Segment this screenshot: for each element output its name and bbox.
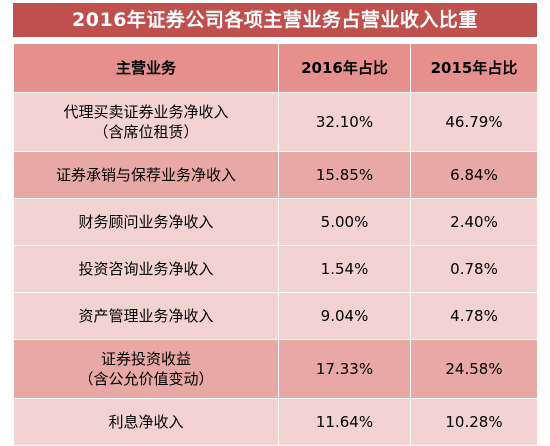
value-2016-cell: 5.00% [278,198,411,246]
business-cell: 财务顾问业务净收入 [13,198,279,246]
header-2015: 2015年占比 [410,43,538,93]
header-row: 主营业务 2016年占比 2015年占比 [13,43,538,93]
table-row: 资产管理业务净收入 9.04% 4.78% [13,292,538,340]
value-2016-cell: 11.64% [278,398,411,446]
value-2016-cell: 17.33% [278,339,411,399]
table-row: 投资咨询业务净收入 1.54% 0.78% [13,245,538,293]
header-2016: 2016年占比 [278,43,411,93]
value-2015-cell: 2.40% [410,198,538,246]
value-2015-cell: 6.84% [410,151,538,199]
table-row: 代理买卖证券业务净收入 （含席位租赁） 32.10% 46.79% [13,92,538,152]
business-cell: 证券承销与保荐业务净收入 [13,151,279,199]
header-business: 主营业务 [13,43,279,93]
table-row: 证券投资收益 （含公允价值变动） 17.33% 24.58% [13,339,538,399]
table-row: 财务顾问业务净收入 5.00% 2.40% [13,198,538,246]
table-row: 证券承销与保荐业务净收入 15.85% 6.84% [13,151,538,199]
business-name-line: 证券投资收益 [100,350,191,368]
business-cell: 资产管理业务净收入 [13,292,279,340]
business-name-line: 投资咨询业务净收入 [78,260,214,278]
business-cell: 代理买卖证券业务净收入 （含席位租赁） [13,92,279,152]
revenue-share-table: 主营业务 2016年占比 2015年占比 代理买卖证券业务净收入 （含席位租赁）… [13,43,538,446]
business-name-line: 资产管理业务净收入 [78,307,214,325]
business-name-line: 证券承销与保荐业务净收入 [55,166,236,184]
business-name-line: 代理买卖证券业务净收入 [63,103,229,121]
value-2015-cell: 10.28% [410,398,538,446]
value-2016-cell: 15.85% [278,151,411,199]
value-2015-cell: 46.79% [410,92,538,152]
value-2016-cell: 1.54% [278,245,411,293]
business-name-line: （含席位租赁） [93,123,199,141]
business-cell: 投资咨询业务净收入 [13,245,279,293]
value-2016-cell: 9.04% [278,292,411,340]
business-name-line: 财务顾问业务净收入 [78,213,214,231]
business-cell: 证券投资收益 （含公允价值变动） [13,339,279,399]
value-2015-cell: 4.78% [410,292,538,340]
table-title: 2016年证券公司各项主营业务占营业收入比重 [13,3,537,37]
business-name-line: （含公允价值变动） [78,370,214,388]
value-2015-cell: 0.78% [410,245,538,293]
value-2015-cell: 24.58% [410,339,538,399]
value-2016-cell: 32.10% [278,92,411,152]
business-cell: 利息净收入 [13,398,279,446]
business-name-line: 利息净收入 [108,413,184,431]
table-row: 利息净收入 11.64% 10.28% [13,398,538,446]
